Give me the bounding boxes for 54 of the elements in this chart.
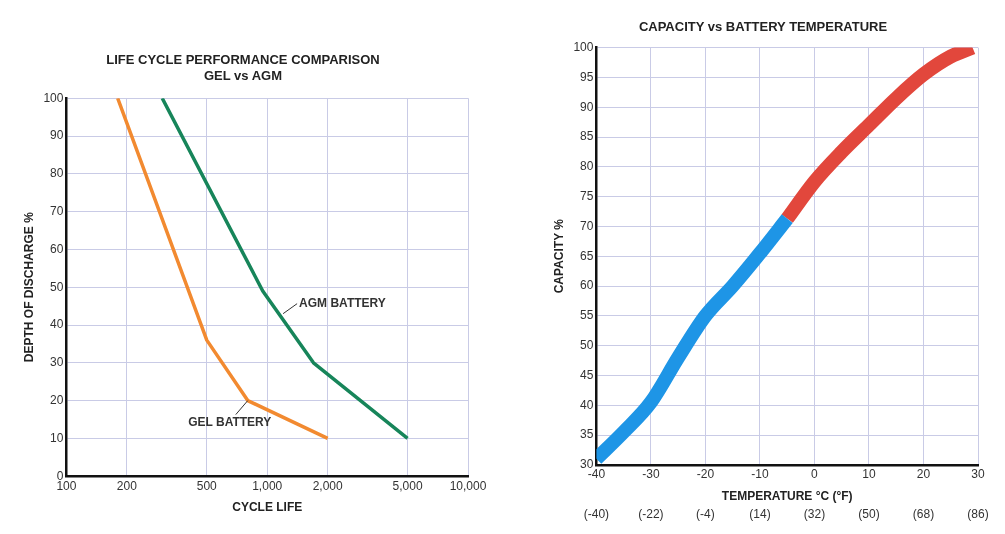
y-tick-label: 100 [43,90,64,105]
chart-title: CAPACITY vs BATTERY TEMPERATURE [638,19,888,35]
y-tick-label: 50 [50,279,64,294]
x-tick-label: 200 [116,478,138,493]
annotation: AGM BATTERY [299,295,386,310]
y-tick-label: 40 [580,397,594,412]
x2-tick-label: (32) [803,507,826,522]
y-tick-label: 90 [580,99,594,114]
x-tick-label: 10,000 [449,478,487,493]
x-axis-title: TEMPERATURE °C (°F) [721,488,853,503]
y-tick-label: 60 [580,278,594,293]
x-tick-label: 500 [196,478,218,493]
x2-tick-label: (50) [858,507,880,522]
y-tick-label: 85 [580,129,594,144]
y-tick-label: 35 [580,427,594,442]
y-tick-label: 100 [573,39,594,54]
x2-tick-label: (86) [967,507,989,522]
x-tick-label: 1,000 [252,478,283,493]
y-tick-label: 55 [580,308,594,323]
y-tick-label: 80 [50,166,64,181]
y-tick-label: 40 [50,317,64,332]
x-tick-label: -10 [751,467,769,482]
y-tick-label: 20 [50,392,64,407]
chart-title: LIFE CYCLE PERFORMANCE COMPARISON [106,52,380,68]
y-tick-label: 10 [50,430,64,445]
x-tick-label: 10 [862,467,876,482]
x-tick-label: 0 [811,467,819,482]
x2-tick-label: (14) [749,507,771,522]
annotation: GEL BATTERY [188,414,272,429]
y-tick-label: 70 [50,203,64,218]
y-tick-label: 65 [580,248,594,263]
y-axis-title: DEPTH OF DISCHARGE % [21,211,36,363]
y-axis-title: CAPACITY % [551,218,566,294]
chart-subtitle: GEL vs AGM [203,67,283,83]
x2-tick-label: (-22) [638,507,664,522]
x-tick-label: 30 [971,467,985,482]
y-tick-label: 80 [580,159,594,174]
y-tick-label: 70 [580,218,594,233]
x-axis-title: CYCLE LIFE [232,500,303,515]
x2-tick-label: (68) [912,507,935,522]
x2-tick-label: (-4) [696,507,715,522]
x-tick-label: 2,000 [312,478,343,493]
x2-tick-label: (-40) [583,507,610,522]
x-tick-label: 20 [916,467,931,482]
y-tick-label: 75 [580,188,594,203]
x-tick-label: -30 [642,467,660,482]
x-tick-label: -20 [696,467,715,482]
y-tick-label: 50 [580,337,594,352]
y-tick-label: 90 [50,128,64,143]
y-tick-label: 95 [580,69,594,84]
y-tick-label: 30 [50,355,64,370]
y-tick-label: 45 [580,367,594,382]
x-tick-label: 5,000 [392,478,423,493]
y-tick-label: 60 [50,241,64,256]
